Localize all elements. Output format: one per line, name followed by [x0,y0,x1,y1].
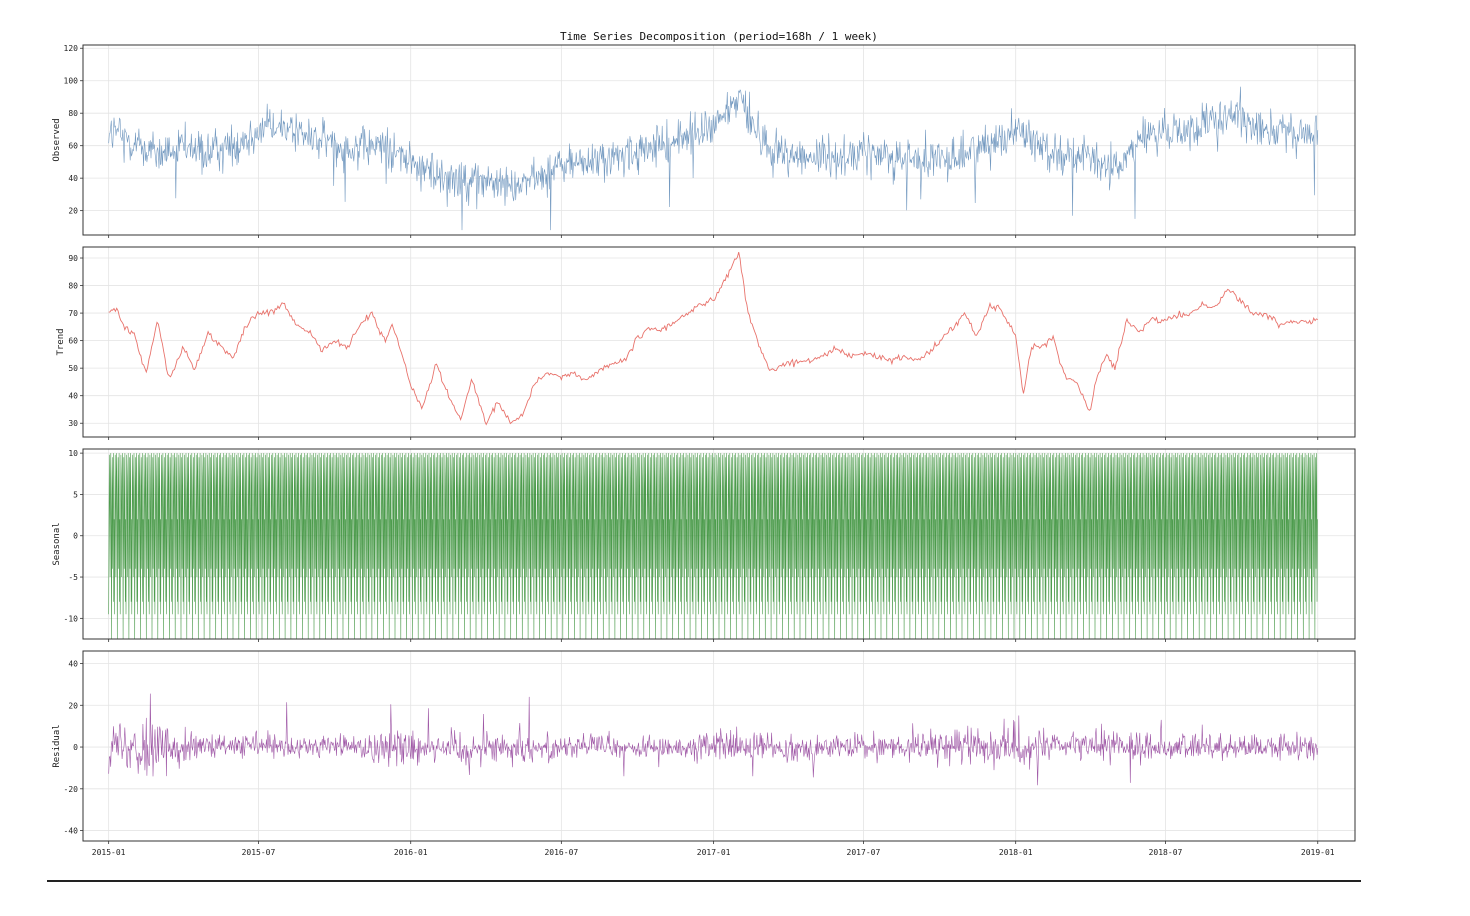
y-tick-label: 40 [68,392,78,401]
plot-frame [82,448,1356,640]
y-tick-label: -40 [64,827,79,836]
seasonal-panel: Seasonal -10 -5 0 5 10 [52,448,1356,642]
trend-panel: Trend 30 40 50 60 70 80 90 [56,246,1356,440]
grid [83,247,1355,437]
seasonal-ylabel: Seasonal [52,522,62,565]
x-tick-label: 2017-01 [697,848,731,857]
trend-ylabel: Trend [56,328,66,355]
series-line [108,693,1319,786]
observed-panel: Observed 20 40 60 80 100 120 [52,44,1356,238]
residual-panel: Residual -40 -20 0 20 40 [52,650,1356,844]
y-tick-label: -5 [68,573,78,582]
x-tick-label: 2016-07 [544,848,578,857]
y-tick-label: 0 [73,532,78,541]
y-tick-label: 60 [68,142,78,151]
y-tick-label: -10 [64,614,79,623]
x-tick-label: 2018-01 [999,848,1033,857]
y-tick-label: 100 [64,77,79,86]
x-axis-ticks: 2015-01 2015-07 2016-01 2016-07 2017-01 2017-… [92,848,1335,857]
y-tick-label: 20 [68,207,78,216]
y-tick-label: 80 [68,109,78,118]
y-tick-label: 50 [68,364,78,373]
x-tick-label: 2015-07 [242,848,276,857]
x-tick-label: 2015-01 [92,848,126,857]
plot-frame [82,650,1356,842]
y-tick-label: 20 [68,701,78,710]
x-tick-label: 2019-01 [1301,848,1335,857]
x-tick-label: 2018-07 [1149,848,1183,857]
plot-frame [82,246,1356,438]
chart-title: Time Series Decomposition (period=168h /… [560,30,878,43]
x-tick-label: 2016-01 [394,848,428,857]
plot-frame [82,44,1356,236]
observed-ylabel: Observed [52,118,62,161]
grid [83,45,1355,235]
y-tick-label: 10 [68,449,78,458]
x-tick-label: 2017-07 [847,848,881,857]
y-tick-label: 0 [73,743,78,752]
y-tick-label: -20 [64,785,79,794]
y-tick-label: 60 [68,337,78,346]
y-tick-label: 40 [68,174,78,183]
y-tick-label: 90 [68,254,78,263]
y-tick-label: 5 [73,490,78,499]
grid [83,651,1355,841]
y-tick-label: 80 [68,282,78,291]
series-line [108,453,1318,640]
series-line [108,251,1319,426]
y-tick-label: 30 [68,419,78,428]
residual-ylabel: Residual [52,724,62,767]
y-tick-label: 40 [68,660,78,669]
y-tick-label: 70 [68,309,78,318]
series-line [108,86,1319,231]
bottom-divider [47,880,1361,882]
y-tick-label: 120 [64,44,79,53]
